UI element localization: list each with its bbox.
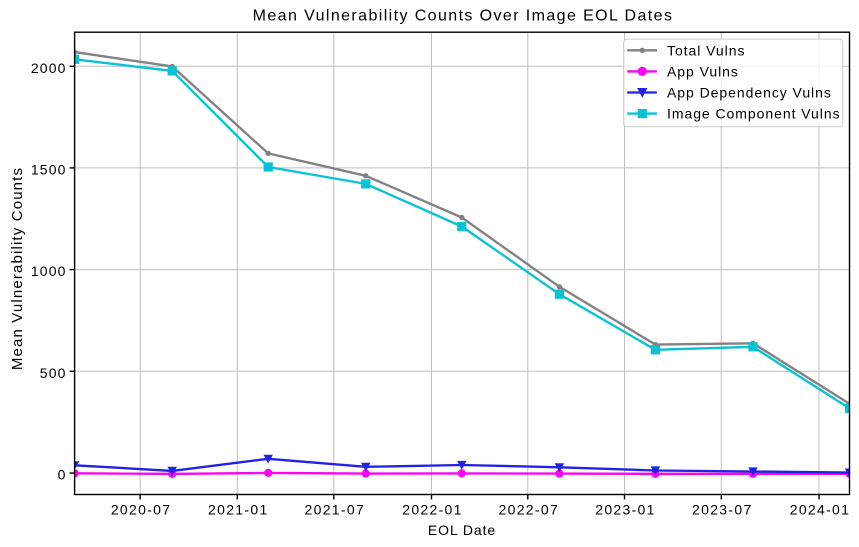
svg-text:2022-07: 2022-07 (499, 501, 559, 517)
svg-text:2022-01: 2022-01 (402, 501, 462, 517)
svg-text:0: 0 (58, 467, 67, 483)
svg-text:1500: 1500 (31, 162, 67, 178)
svg-text:2021-01: 2021-01 (208, 501, 268, 517)
svg-text:2023-01: 2023-01 (595, 501, 655, 517)
svg-text:2000: 2000 (31, 60, 67, 76)
svg-text:2020-07: 2020-07 (111, 501, 171, 517)
svg-text:App Vulns: App Vulns (667, 63, 739, 79)
svg-text:Total Vulns: Total Vulns (667, 42, 745, 58)
svg-text:Mean Vulnerability Counts: Mean Vulnerability Counts (9, 167, 26, 370)
svg-text:App Dependency Vulns: App Dependency Vulns (667, 85, 832, 101)
svg-text:1000: 1000 (31, 263, 67, 279)
svg-text:Mean Vulnerability Counts Over: Mean Vulnerability Counts Over Image EOL… (253, 7, 674, 24)
svg-text:2021-07: 2021-07 (305, 501, 365, 517)
svg-text:2023-07: 2023-07 (692, 501, 752, 517)
svg-text:EOL Date: EOL Date (428, 522, 496, 538)
svg-text:Image Component Vulns: Image Component Vulns (667, 106, 841, 122)
svg-text:500: 500 (40, 365, 67, 381)
svg-text:2024-01: 2024-01 (790, 501, 850, 517)
